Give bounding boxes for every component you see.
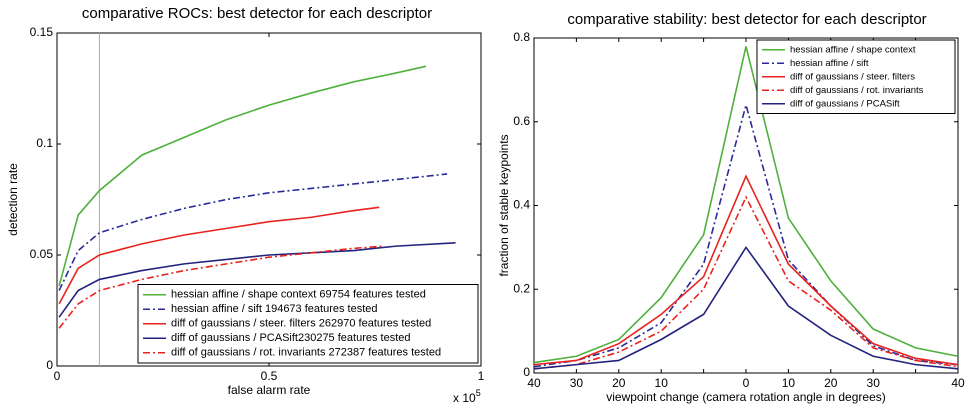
x-multiplier-exponent: 5	[476, 388, 481, 398]
series-line	[533, 174, 959, 366]
x-tick-label: 10	[782, 376, 796, 390]
legend-label: diff of gaussians / rot. invariants 2723…	[171, 347, 441, 359]
y-tick-label: 0	[523, 365, 530, 379]
x-multiplier-base: x 10	[453, 391, 476, 405]
x-tick-label: 30	[570, 376, 584, 390]
legend-label: diff of gaussians / PCASift	[790, 98, 900, 109]
series-line	[533, 195, 959, 370]
x-tick-label: 0.5	[261, 369, 278, 383]
x-tick-label: 20	[612, 376, 626, 390]
series-line	[58, 65, 427, 287]
chart-title: comparative ROCs: best detector for each…	[82, 5, 432, 22]
y-tick-label: 0.2	[513, 281, 530, 295]
y-tick-label: 0.1	[36, 136, 53, 150]
series-line	[533, 46, 959, 364]
y-tick-label: 0.4	[513, 198, 530, 212]
legend-label: hessian affine / shape context	[790, 44, 916, 55]
legend-label: diff of gaussians / rot. invariants	[790, 85, 924, 96]
series-line	[58, 206, 380, 305]
x-tick-label: 20	[824, 376, 838, 390]
chart-title: comparative stability: best detector for…	[567, 11, 926, 28]
x-tick-label: 40	[951, 376, 965, 390]
y-tick-label: 0.05	[30, 247, 54, 261]
y-axis-label: detection rate	[6, 163, 20, 236]
x-tick-label: 0	[54, 369, 61, 383]
legend-label: hessian affine / sift 194673 features te…	[171, 303, 378, 315]
x-axis-label: false alarm rate	[228, 383, 311, 397]
x-tick-label: 30	[867, 376, 881, 390]
x-axis-label: viewpoint change (camera rotation angle …	[606, 390, 886, 404]
y-tick-label: 0	[46, 358, 53, 372]
series-line	[533, 245, 959, 370]
y-tick-label: 0.6	[513, 114, 530, 128]
legend-label: diff of gaussians / steer. filters	[790, 71, 915, 82]
y-tick-label: 0.15	[30, 25, 54, 39]
x-multiplier: x 105	[453, 388, 481, 405]
series-line	[533, 101, 959, 368]
x-tick-label: 1	[478, 369, 485, 383]
legend-box	[756, 39, 956, 114]
y-tick-label: 0.8	[513, 30, 530, 44]
series-line	[58, 241, 456, 318]
legend-label: hessian affine / shape context 69754 fea…	[171, 289, 426, 301]
legend-label: diff of gaussians / steer. filters 26297…	[171, 318, 431, 330]
x-tick-label: 40	[527, 376, 541, 390]
y-axis-label: fraction of stable keypoints	[497, 134, 511, 276]
legend-box	[137, 284, 479, 364]
legend-label: diff of gaussians / PCASift230275 featur…	[171, 332, 411, 344]
x-tick-label: 10	[655, 376, 669, 390]
x-tick-label: 0	[743, 376, 750, 390]
series-line	[58, 173, 448, 291]
legend-label: hessian affine / sift	[790, 58, 869, 69]
